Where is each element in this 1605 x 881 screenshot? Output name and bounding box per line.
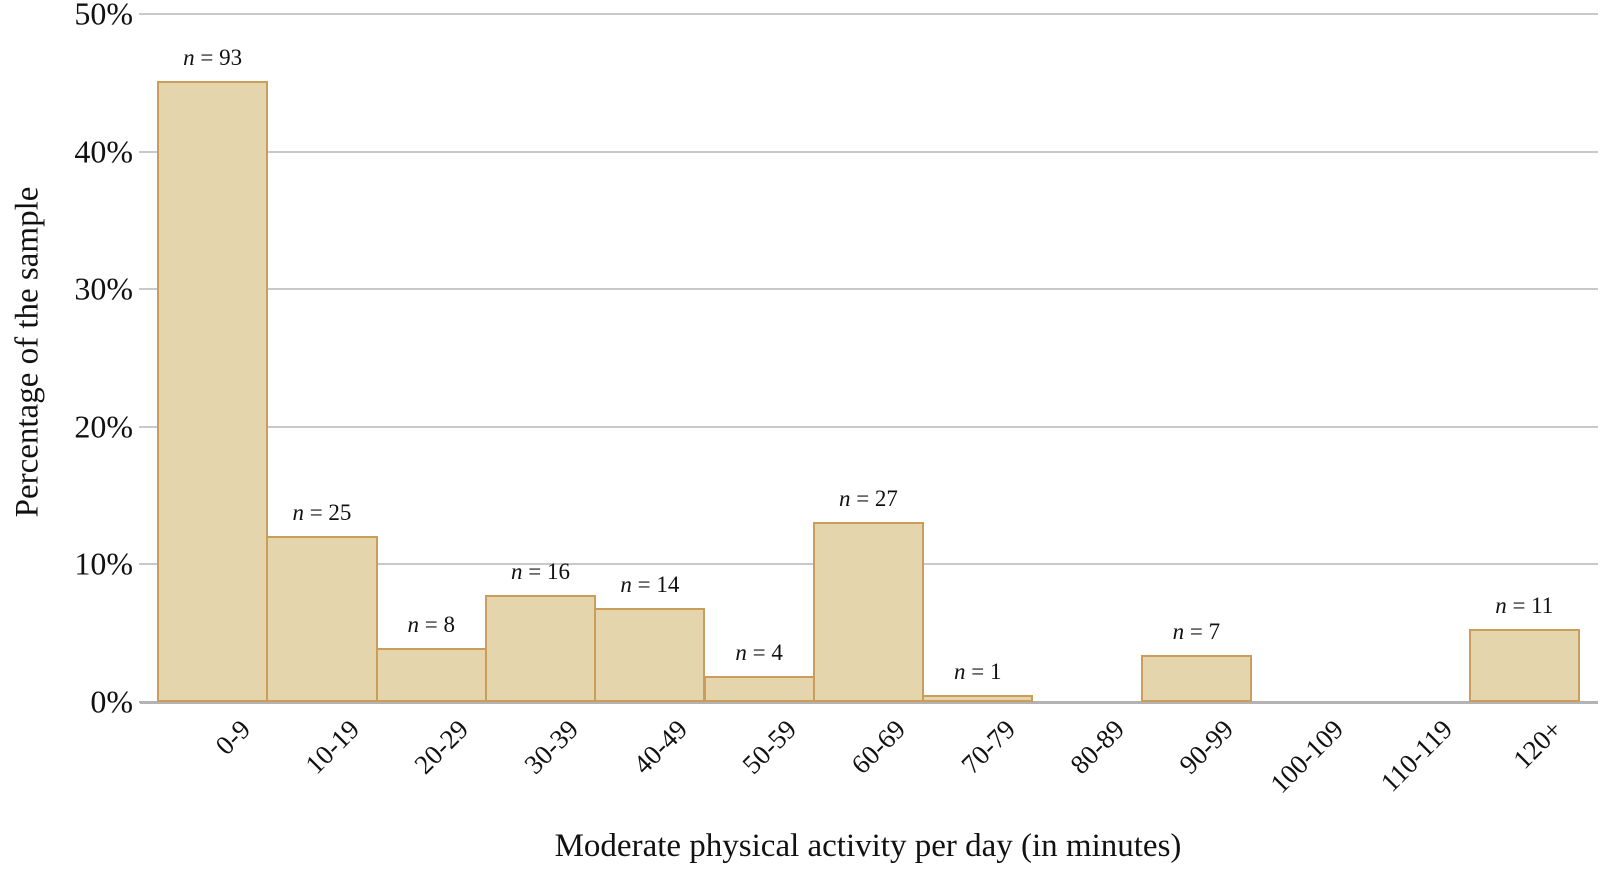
x-tick-label-60-69: 60-69 [845, 714, 912, 780]
x-tick-label-120+: 120+ [1506, 714, 1568, 775]
y-tick-mark [139, 288, 158, 291]
bar-count-label-70-79: n = 1 [954, 659, 1002, 685]
bar-count-label-60-69: n = 27 [838, 485, 898, 511]
bar-count-label-50-59: n = 4 [735, 639, 783, 665]
x-tick-label-30-39: 30-39 [518, 714, 584, 780]
gridline-20% [158, 425, 1598, 428]
x-tick-label-10-19: 10-19 [299, 714, 366, 780]
x-tick-label-90-99: 90-99 [1173, 714, 1240, 780]
y-tick-label: 30% [74, 270, 133, 307]
x-tick-label-100-109: 100-109 [1264, 714, 1349, 799]
x-tick-label-20-29: 20-29 [408, 714, 475, 780]
bar-50-59 [703, 675, 815, 702]
x-tick-label-70-79: 70-79 [955, 714, 1021, 780]
x-tick-label-50-59: 50-59 [736, 714, 803, 780]
gridline-40% [158, 150, 1598, 153]
bar-count-label-30-39: n = 16 [511, 558, 571, 584]
y-tick-label: 50% [74, 0, 133, 32]
bar-30-39 [484, 594, 597, 702]
x-tick-label-80-89: 80-89 [1064, 714, 1131, 780]
x-tick-label-0-9: 0-9 [209, 714, 256, 761]
y-tick-label: 0% [90, 683, 133, 720]
bar-count-label-90-99: n = 7 [1172, 619, 1221, 645]
bar-10-19 [266, 535, 378, 702]
x-tick-label-40-49: 40-49 [627, 714, 694, 780]
gridline-50% [158, 13, 1598, 15]
y-tick-label: 10% [74, 545, 133, 582]
y-tick-mark [139, 13, 158, 15]
bar-90-99 [1140, 655, 1252, 702]
bar-40-49 [594, 608, 706, 702]
x-axis-title: Moderate physical activity per day (in m… [554, 828, 1182, 864]
bar-20-29 [375, 648, 487, 702]
gridline-30% [158, 288, 1598, 291]
bar-0-9 [157, 81, 269, 702]
y-axis-title: Percentage of the sample [9, 186, 46, 518]
bar-count-label-20-29: n = 8 [407, 612, 455, 638]
y-tick-mark [139, 563, 158, 566]
bar-60-69 [812, 521, 925, 702]
bar-70-79 [922, 695, 1034, 702]
bar-count-label-40-49: n = 14 [620, 572, 680, 598]
y-tick-mark [139, 425, 158, 428]
y-tick-mark [139, 701, 158, 703]
y-tick-mark [139, 150, 158, 153]
bar-count-label-120+: n = 11 [1495, 593, 1554, 619]
y-tick-label: 40% [74, 133, 133, 170]
y-tick-label: 20% [74, 408, 133, 445]
x-axis-line [140, 701, 1598, 704]
bar-count-label-10-19: n = 25 [292, 499, 352, 525]
bar-120+ [1468, 629, 1580, 702]
x-tick-label-110-119: 110-119 [1374, 714, 1459, 798]
bar-count-label-0-9: n = 93 [183, 45, 243, 71]
